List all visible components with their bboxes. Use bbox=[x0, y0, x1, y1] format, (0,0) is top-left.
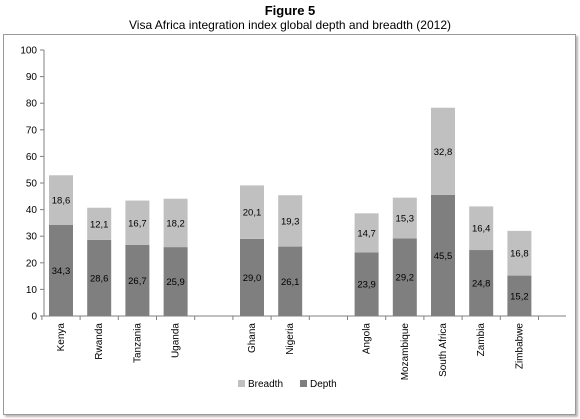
data-label-depth-zambia: 24,8 bbox=[472, 279, 491, 290]
data-label-depth-tanzania: 26,7 bbox=[128, 276, 147, 287]
x-tick-label-ghana: Ghana bbox=[247, 323, 258, 353]
x-tick-label-nigeria: Nigeria bbox=[285, 323, 296, 355]
legend-swatch-depth bbox=[300, 380, 307, 387]
bar-breadth-zambia bbox=[469, 206, 494, 251]
bar-breadth-south-africa bbox=[431, 107, 455, 195]
y-tick-label: 60 bbox=[26, 152, 38, 163]
x-tick-label-angola: Angola bbox=[362, 323, 373, 355]
x-tick-label-uganda: Uganda bbox=[171, 323, 182, 358]
data-label-breadth-rwanda: 12,1 bbox=[90, 219, 109, 230]
bar-depth-rwanda bbox=[87, 239, 112, 316]
x-tick-label-zimbabwe: Zimbabwe bbox=[514, 323, 525, 370]
bar-breadth-ghana bbox=[240, 185, 264, 239]
chart-title: Visa Africa integration index global dep… bbox=[128, 18, 451, 32]
bar-depth-zambia bbox=[469, 250, 494, 316]
bar-depth-uganda bbox=[163, 247, 188, 316]
bar-breadth-tanzania bbox=[125, 200, 150, 245]
data-label-depth-angola: 23,9 bbox=[357, 280, 376, 291]
bar-depth-nigeria bbox=[278, 246, 303, 316]
bar-breadth-uganda bbox=[163, 198, 188, 248]
data-label-depth-kenya: 34,3 bbox=[52, 266, 71, 277]
bar-depth-zimbabwe bbox=[507, 275, 532, 316]
data-label-depth-uganda: 25,9 bbox=[166, 277, 185, 288]
bar-breadth-mozambique bbox=[392, 197, 417, 239]
y-tick-label: 90 bbox=[26, 72, 38, 83]
data-label-breadth-kenya: 18,6 bbox=[52, 196, 71, 207]
bar-breadth-zimbabwe bbox=[507, 230, 532, 276]
data-label-depth-zimbabwe: 15,2 bbox=[510, 291, 529, 302]
data-label-breadth-zimbabwe: 16,8 bbox=[510, 249, 529, 260]
data-label-depth-rwanda: 28,6 bbox=[90, 273, 109, 284]
data-label-breadth-tanzania: 16,7 bbox=[128, 218, 147, 229]
data-label-breadth-uganda: 18,2 bbox=[166, 218, 185, 229]
data-label-depth-ghana: 29,0 bbox=[243, 273, 262, 284]
data-label-breadth-angola: 14,7 bbox=[357, 228, 376, 239]
y-tick-label: 40 bbox=[26, 205, 38, 216]
data-label-breadth-zambia: 16,4 bbox=[472, 224, 491, 235]
x-tick-label-mozambique: Mozambique bbox=[400, 323, 411, 381]
x-tick-label-south-africa: South Africa bbox=[438, 323, 449, 377]
data-label-breadth-mozambique: 15,3 bbox=[396, 213, 415, 224]
data-label-breadth-nigeria: 19,3 bbox=[281, 216, 300, 227]
bar-breadth-kenya bbox=[49, 175, 73, 225]
legend-label-breadth: Breadth bbox=[248, 379, 283, 390]
bar-breadth-angola bbox=[354, 213, 379, 253]
data-label-breadth-ghana: 20,1 bbox=[243, 208, 262, 219]
bar-breadth-nigeria bbox=[278, 195, 303, 247]
data-label-breadth-south-africa: 32,8 bbox=[434, 147, 453, 158]
legend-swatch-breadth bbox=[238, 380, 245, 387]
y-tick-label: 30 bbox=[26, 232, 38, 243]
bar-depth-mozambique bbox=[392, 238, 417, 316]
y-tick-label: 0 bbox=[31, 312, 37, 323]
y-tick-label: 20 bbox=[26, 258, 38, 269]
y-tick-label: 50 bbox=[26, 179, 38, 190]
x-tick-label-kenya: Kenya bbox=[56, 323, 67, 352]
y-tick-label: 10 bbox=[26, 285, 38, 296]
bar-depth-tanzania bbox=[125, 244, 150, 316]
bar-depth-ghana bbox=[240, 238, 264, 316]
data-label-depth-nigeria: 26,1 bbox=[281, 277, 300, 288]
bar-depth-kenya bbox=[49, 224, 73, 316]
bar-breadth-rwanda bbox=[87, 207, 112, 240]
data-label-depth-south-africa: 45,5 bbox=[434, 251, 453, 262]
y-tick-label: 80 bbox=[26, 99, 38, 110]
bar-depth-south-africa bbox=[431, 194, 455, 316]
y-tick-label: 100 bbox=[20, 46, 37, 57]
legend-label-depth: Depth bbox=[310, 379, 337, 390]
bar-depth-angola bbox=[354, 252, 379, 316]
x-tick-label-tanzania: Tanzania bbox=[132, 323, 143, 363]
data-label-depth-mozambique: 29,2 bbox=[396, 273, 415, 284]
y-tick-label: 70 bbox=[26, 125, 38, 136]
x-tick-label-rwanda: Rwanda bbox=[94, 323, 105, 360]
figure-label: Figure 5 bbox=[264, 3, 316, 18]
x-tick-label-zambia: Zambia bbox=[476, 323, 487, 357]
